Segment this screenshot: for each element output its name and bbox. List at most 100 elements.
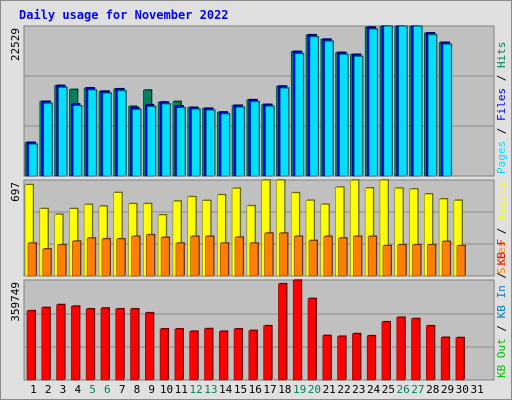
bar-pages-day-15 bbox=[235, 107, 245, 177]
bar-kb-f-day-16 bbox=[248, 330, 258, 381]
legend-separator: / bbox=[495, 221, 508, 241]
bar-kb-f-day-8 bbox=[130, 308, 139, 381]
bar-sites-day-9 bbox=[146, 234, 155, 277]
legend-separator: / bbox=[495, 68, 508, 88]
bar-pages-day-7 bbox=[117, 90, 127, 177]
x-tick-label: 22 bbox=[337, 383, 350, 396]
max-value-label: 697 bbox=[9, 182, 22, 202]
legend-entry: Files bbox=[495, 88, 508, 121]
bar-sites-day-23 bbox=[353, 236, 362, 277]
bar-kb-f-day-14 bbox=[218, 331, 228, 381]
bar-pages-day-1 bbox=[28, 144, 38, 177]
bar-kb-f-day-5 bbox=[85, 308, 95, 381]
bar-kb-f-day-3 bbox=[56, 304, 65, 381]
bar-sites-day-2 bbox=[42, 248, 52, 277]
bar-pages-day-23 bbox=[354, 56, 363, 177]
bar-pages-day-9 bbox=[147, 106, 156, 177]
bar-sites-day-12 bbox=[190, 236, 199, 277]
max-value-label: 22529 bbox=[9, 28, 22, 61]
bar-kb-f-day-6 bbox=[100, 307, 110, 381]
bar-kb-f-day-17 bbox=[263, 325, 272, 381]
bar-kb-f-day-24 bbox=[366, 335, 376, 381]
bar-sites-day-21 bbox=[323, 236, 333, 277]
chart-title: Daily usage for November 2022 bbox=[19, 8, 229, 22]
x-tick-label: 5 bbox=[89, 383, 96, 396]
x-tick-label: 31 bbox=[470, 383, 483, 396]
bar-kb-f-day-26 bbox=[396, 317, 406, 381]
x-tick-label: 18 bbox=[278, 383, 291, 396]
bar-kb-f-day-2 bbox=[41, 307, 51, 381]
bar-sites-day-30 bbox=[456, 245, 466, 277]
x-tick-label: 24 bbox=[367, 383, 381, 396]
bar-pages-day-10 bbox=[161, 103, 171, 177]
bar-pages-day-17 bbox=[265, 106, 274, 177]
legend-separator: / bbox=[495, 121, 508, 141]
legend-separator: / bbox=[495, 318, 508, 338]
bar-kb-f-day-13 bbox=[204, 328, 213, 381]
bar-pages-day-13 bbox=[206, 110, 215, 177]
x-tick-label: 25 bbox=[382, 383, 395, 396]
bar-sites-day-20 bbox=[308, 240, 318, 277]
bar-kb-f-day-12 bbox=[189, 331, 198, 381]
legend-entry: Visits bbox=[495, 181, 508, 221]
panel-visitors: 697 Sites / Visits bbox=[9, 179, 508, 277]
bar-sites-day-22 bbox=[338, 237, 347, 277]
legend-traffic: KB Out / KB In / KB F bbox=[495, 239, 508, 378]
x-tick-label: 30 bbox=[456, 383, 469, 396]
legend-requests: Pages / Files / Hits bbox=[495, 42, 508, 175]
bar-pages-day-8 bbox=[132, 109, 141, 177]
bar-kb-f-day-22 bbox=[337, 336, 346, 381]
bar-pages-day-22 bbox=[339, 54, 348, 177]
bar-pages-day-29 bbox=[442, 44, 452, 177]
bar-kb-f-day-7 bbox=[115, 308, 125, 381]
bar-sites-day-27 bbox=[412, 244, 421, 277]
bar-pages-day-3 bbox=[58, 87, 67, 177]
legend-entry: KB In bbox=[495, 285, 508, 318]
bar-kb-f-day-4 bbox=[71, 306, 80, 381]
bar-pages-day-12 bbox=[191, 109, 200, 177]
series-kb-f bbox=[26, 279, 465, 381]
series-pages bbox=[28, 25, 453, 177]
bar-sites-day-24 bbox=[367, 236, 377, 277]
bar-sites-day-16 bbox=[249, 242, 259, 277]
bar-kb-f-day-21 bbox=[322, 335, 332, 381]
bar-pages-day-5 bbox=[87, 89, 97, 177]
bar-pages-day-2 bbox=[43, 103, 53, 177]
legend-entry: Sites bbox=[495, 241, 508, 274]
bar-sites-day-13 bbox=[205, 236, 214, 277]
bar-kb-f-day-29 bbox=[440, 337, 450, 381]
bar-kb-f-day-27 bbox=[411, 318, 420, 381]
bar-kb-f-day-15 bbox=[233, 328, 243, 381]
bar-kb-f-day-19 bbox=[292, 279, 302, 381]
bar-kb-f-day-10 bbox=[159, 328, 169, 381]
x-tick-label: 3 bbox=[60, 383, 67, 396]
bar-pages-day-25 bbox=[383, 26, 393, 177]
bar-sites-day-15 bbox=[234, 237, 244, 277]
bar-pages-day-11 bbox=[176, 107, 186, 177]
x-tick-labels: 1 2 3 4 5 6 7 8 9 10 11 12 13 14 15 16 17 18 19 20 21 22 23 24 2… bbox=[30, 383, 484, 396]
bar-sites-day-14 bbox=[219, 242, 229, 277]
bar-sites-day-17 bbox=[264, 232, 273, 277]
bar-pages-day-20 bbox=[309, 36, 319, 177]
bar-sites-day-11 bbox=[175, 242, 185, 277]
bar-kb-f-day-28 bbox=[426, 325, 435, 381]
bar-pages-day-6 bbox=[102, 93, 112, 177]
bar-kb-f-day-1 bbox=[26, 310, 36, 381]
x-tick-label: 21 bbox=[323, 383, 336, 396]
bar-sites-day-19 bbox=[293, 236, 303, 277]
x-tick-label: 12 bbox=[189, 383, 202, 396]
legend-separator: / bbox=[495, 265, 508, 285]
legend-entry: Hits bbox=[495, 42, 508, 69]
x-tick-label: 19 bbox=[293, 383, 306, 396]
x-tick-label: 2 bbox=[45, 383, 52, 396]
bar-pages-day-28 bbox=[428, 34, 437, 177]
x-tick-label: 6 bbox=[104, 383, 111, 396]
bar-kb-f-day-11 bbox=[174, 328, 184, 381]
bar-sites-day-28 bbox=[427, 244, 436, 277]
max-value-label: 359749 bbox=[9, 282, 22, 322]
bar-pages-day-16 bbox=[250, 101, 260, 177]
x-tick-label: 20 bbox=[308, 383, 321, 396]
x-tick-label: 7 bbox=[119, 383, 126, 396]
bar-sites-day-3 bbox=[57, 244, 66, 277]
bar-sites-day-10 bbox=[160, 237, 170, 277]
